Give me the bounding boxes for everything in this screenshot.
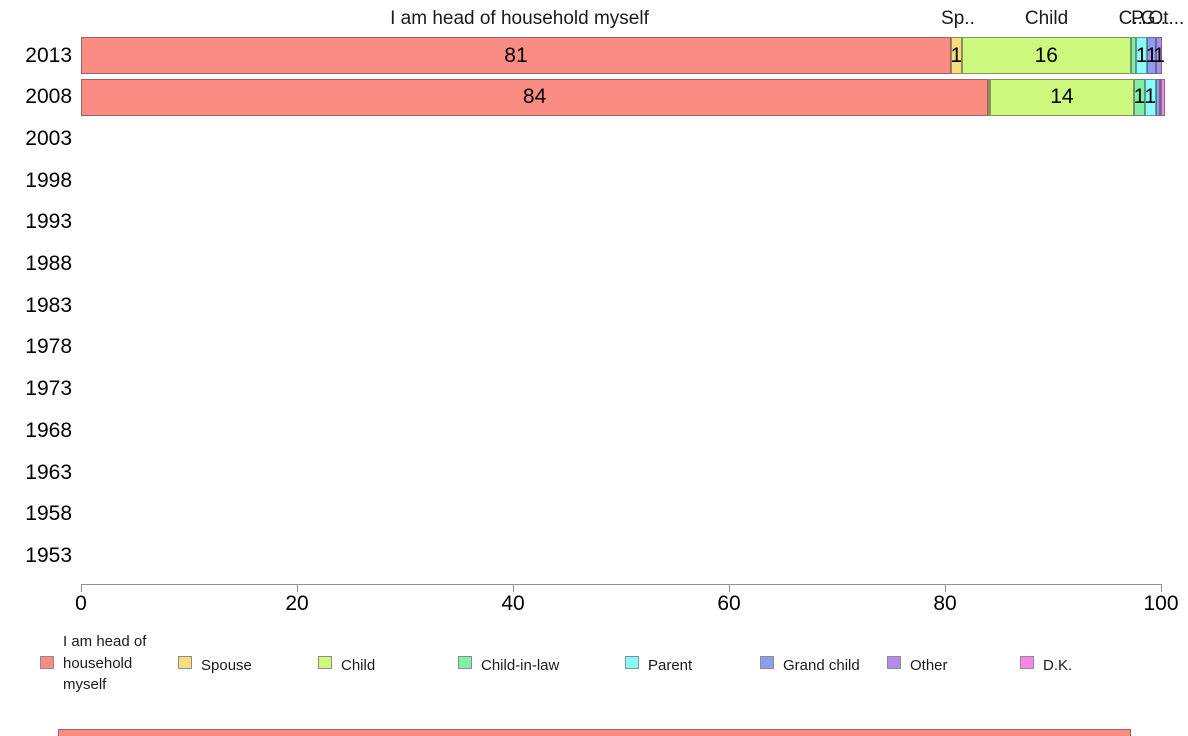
x-tick-label-0: 0 bbox=[75, 592, 87, 615]
bar-segment-2008-child[interactable]: 14 bbox=[989, 78, 1134, 116]
bar-segment-2013-grand-child[interactable]: 1 bbox=[1145, 37, 1158, 74]
legend-swatch-other bbox=[887, 656, 901, 669]
bar-value-label: 14 bbox=[1050, 85, 1074, 109]
legend-swatch-parent bbox=[625, 656, 639, 669]
bar-segment-2008-spouse[interactable] bbox=[988, 78, 991, 116]
bar-value-label: 1 bbox=[1153, 43, 1165, 67]
bar-segment-2013-other[interactable]: 1 bbox=[1153, 37, 1165, 74]
bar-value-label: 1 bbox=[1133, 85, 1146, 109]
bar-segment-2013-parent[interactable]: 1 bbox=[1136, 37, 1147, 74]
x-tick-label-100: 100 bbox=[1143, 592, 1179, 615]
y-axis-label-1988: 1988 bbox=[25, 252, 72, 276]
series-header-c: C.. bbox=[1118, 8, 1143, 29]
legend-label: Parent bbox=[648, 657, 693, 674]
legend-swatch-grand-child bbox=[760, 656, 774, 669]
y-axis-label-1968: 1968 bbox=[25, 418, 72, 442]
bar-segment-2008-d-k[interactable] bbox=[1161, 78, 1166, 116]
bar-value-label: 16 bbox=[1034, 43, 1058, 67]
partial-next-chart-bar bbox=[58, 729, 1131, 736]
bar-segment-2008-child-in-law[interactable]: 1 bbox=[1133, 78, 1146, 116]
x-tick-label-60: 60 bbox=[717, 592, 741, 615]
y-axis-label-1973: 1973 bbox=[25, 377, 72, 401]
y-axis-label-1978: 1978 bbox=[25, 335, 72, 359]
y-axis-label-2008: 2008 bbox=[25, 85, 72, 109]
legend-label: I am head of household myself bbox=[63, 633, 147, 693]
bar-value-label: 1 bbox=[950, 43, 963, 67]
x-tick-label-80: 80 bbox=[933, 592, 957, 615]
series-header-sp: Sp.. bbox=[941, 8, 975, 29]
series-header-g: G.. bbox=[1140, 8, 1167, 29]
x-tick-mark bbox=[81, 584, 82, 592]
series-header-i-am-head-of-household-myself: I am head of household myself bbox=[390, 8, 649, 29]
y-axis-label-2013: 2013 bbox=[25, 43, 72, 67]
legend-label: D.K. bbox=[1043, 657, 1073, 674]
x-axis-line bbox=[81, 584, 1161, 585]
legend-swatch-child bbox=[318, 656, 332, 669]
bar-segment-2008-parent[interactable]: 1 bbox=[1144, 78, 1157, 116]
y-axis-label-2003: 2003 bbox=[25, 126, 72, 150]
legend-label: Other bbox=[910, 657, 948, 674]
legend-label: Spouse bbox=[201, 657, 252, 674]
x-tick-mark bbox=[945, 584, 946, 592]
bar-value-label: 81 bbox=[504, 43, 528, 67]
x-tick-mark bbox=[729, 584, 730, 592]
y-axis-label-1958: 1958 bbox=[25, 502, 72, 526]
x-tick-label-20: 20 bbox=[285, 592, 309, 615]
bar-segment-2013-child-in-law[interactable] bbox=[1130, 37, 1137, 74]
legend-label: Grand child bbox=[783, 657, 860, 674]
y-axis-label-1998: 1998 bbox=[25, 168, 72, 192]
bar-segment-2013-child[interactable]: 16 bbox=[961, 37, 1131, 74]
bar-value-label: 1 bbox=[1145, 43, 1158, 67]
bar-segment-2013-i-am-head-of-household-myself[interactable]: 81 bbox=[81, 37, 951, 74]
x-tick-mark bbox=[297, 584, 298, 592]
y-axis-label-1993: 1993 bbox=[25, 210, 72, 234]
bar-segment-2008-i-am-head-of-household-myself[interactable]: 84 bbox=[81, 78, 989, 116]
bar-segment-2013-spouse[interactable]: 1 bbox=[951, 37, 962, 74]
legend-swatch-child-in-law bbox=[458, 656, 472, 669]
y-axis-label-1983: 1983 bbox=[25, 293, 72, 317]
x-tick-mark bbox=[1161, 584, 1162, 592]
bar-value-label: 1 bbox=[1144, 85, 1157, 109]
bar-segment-2008-grand-child[interactable] bbox=[1155, 78, 1161, 116]
legend-label: Child-in-law bbox=[481, 657, 560, 674]
legend-swatch-d-k bbox=[1020, 656, 1034, 669]
y-axis-label-1963: 1963 bbox=[25, 460, 72, 484]
bar-value-label: 84 bbox=[522, 85, 547, 109]
legend-label: Child bbox=[341, 657, 376, 674]
series-header-ot: Ot... bbox=[1148, 8, 1185, 29]
legend-swatch-i-am-head-of-household-myself bbox=[40, 656, 54, 669]
series-header-p: P.. bbox=[1131, 8, 1152, 29]
series-header-child: Child bbox=[1024, 8, 1069, 29]
y-axis-label-1953: 1953 bbox=[25, 544, 72, 568]
x-tick-label-40: 40 bbox=[501, 592, 525, 615]
bar-value-label: 1 bbox=[1135, 43, 1148, 67]
x-tick-mark bbox=[513, 584, 514, 592]
legend-swatch-spouse bbox=[178, 656, 192, 669]
